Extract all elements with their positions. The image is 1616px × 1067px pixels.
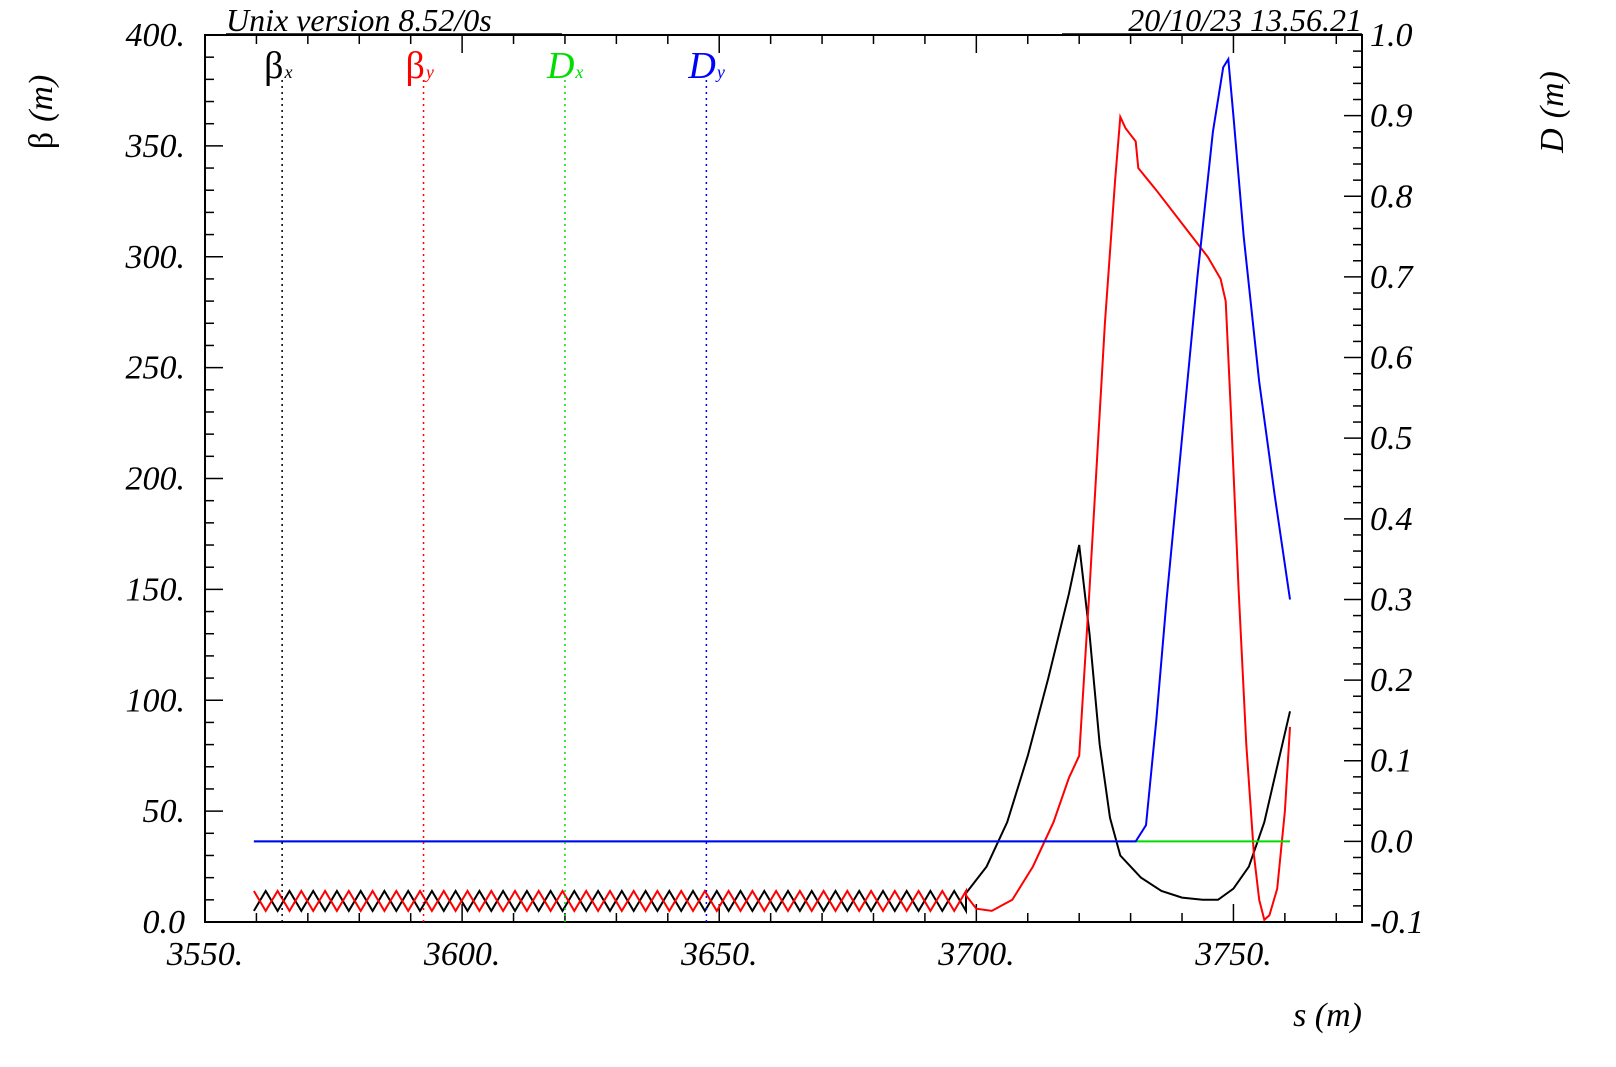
y-left-label-symbol: β (23, 132, 60, 149)
legend-label: βx (264, 45, 292, 87)
y-left-tick-label: 400. (126, 17, 186, 54)
betay-line (253, 113, 1291, 922)
legend-subscript: y (715, 62, 725, 82)
y-right-tick-label: 0.2 (1370, 662, 1413, 699)
y-left-axis-label: β (m) (23, 75, 60, 150)
axis-ticks: 3550. 3600. 3650. 3700. 3750. 0.0 50. 100. 150. 2… (125, 17, 1424, 973)
legend-label: Dx (546, 45, 583, 87)
series-lines (253, 56, 1291, 922)
y-left-tick-label: 100. (126, 682, 186, 719)
legend-subscript: y (424, 62, 434, 82)
legend-label: βy (406, 45, 434, 87)
legend-subscript: x (574, 62, 583, 82)
legend-label: Dy (687, 45, 724, 87)
legend-symbol: D (546, 45, 574, 87)
y-right-tick-label: -0.1 (1370, 904, 1424, 941)
svg-text:β(m): β (m) (23, 75, 60, 150)
x-tick-label: 3550. (166, 936, 244, 973)
y-left-label-unit: (m) (23, 75, 60, 122)
y-right-tick-label: 0.8 (1370, 178, 1413, 215)
y-right-tick-label: 0.5 (1370, 420, 1413, 457)
y-right-tick-label: 0.3 (1370, 581, 1413, 618)
y-right-tick-label: 0.4 (1370, 501, 1413, 538)
plot-frame-rect (204, 34, 1363, 923)
x-tick-label: 3650. (680, 936, 758, 973)
dy-line (253, 56, 1291, 843)
x-tick-label: 3700. (937, 936, 1015, 973)
legend-symbol: β (264, 45, 283, 87)
legend: βx βy Dx Dy (264, 45, 725, 922)
header-program: Unix version 8.52/0s (226, 2, 492, 38)
y-right-axis-label: D (m) (1534, 71, 1571, 154)
y-right-tick-label: 0.0 (1370, 823, 1413, 860)
y-left-tick-label: 350. (125, 128, 186, 165)
header-datestamp: 20/10/23 13.56.21 (1128, 2, 1362, 38)
x-axis-label: s (m) (1293, 997, 1362, 1034)
y-right-tick-label: 1.0 (1370, 17, 1413, 54)
plot-frame (204, 34, 1363, 923)
y-right-tick-label: 0.7 (1370, 259, 1415, 296)
y-right-label-symbol: D (1534, 128, 1571, 154)
x-tick-label: 3600. (423, 936, 501, 973)
y-left-tick-label: 0.0 (143, 904, 186, 941)
y-left-tick-label: 250. (126, 350, 186, 387)
y-left-tick-label: 150. (126, 571, 186, 608)
y-right-tick-label: 0.9 (1370, 98, 1413, 135)
y-right-label-unit: (m) (1534, 71, 1571, 118)
x-tick-label: 3750. (1194, 936, 1272, 973)
legend-symbol: D (687, 45, 715, 87)
y-left-tick-label: 300. (125, 239, 186, 276)
y-right-tick-label: 0.6 (1370, 340, 1413, 377)
legend-symbol: β (406, 45, 425, 87)
y-left-tick-label: 200. (126, 461, 186, 498)
betax-line (253, 544, 1291, 915)
y-left-tick-label: 50. (143, 793, 186, 830)
legend-subscript: x (283, 62, 292, 82)
y-right-tick-label: 0.1 (1370, 743, 1413, 780)
svg-text:D(m): D (m) (1534, 71, 1571, 154)
